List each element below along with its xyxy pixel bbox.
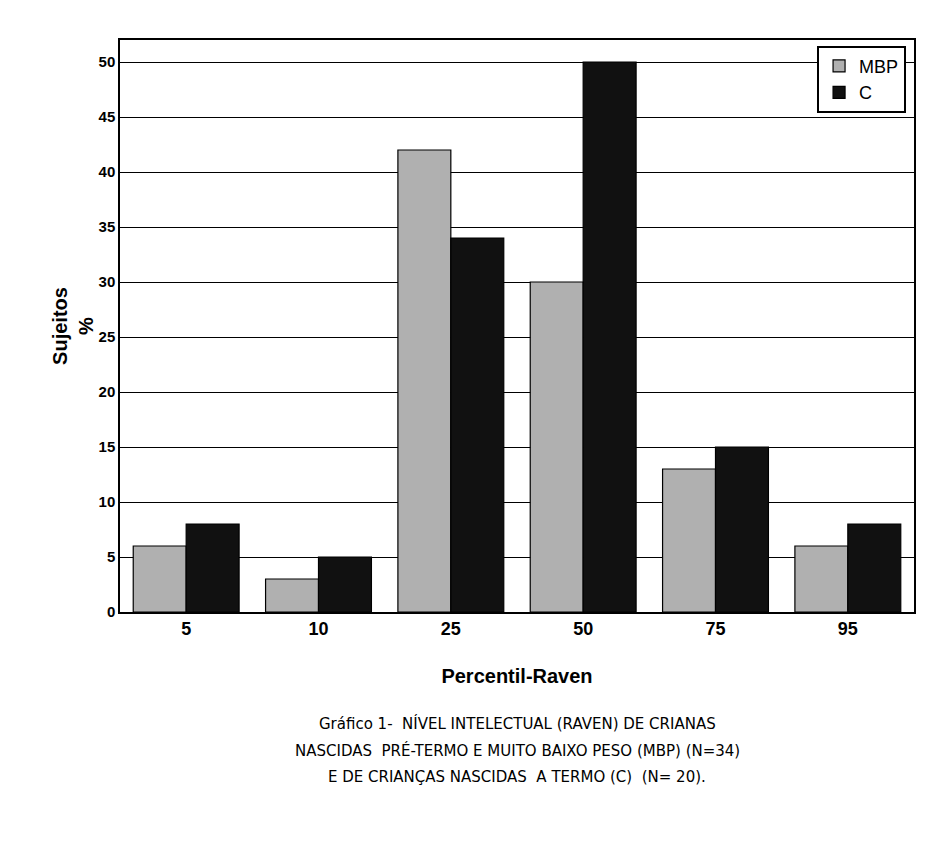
svg-text:25: 25 xyxy=(99,328,116,345)
svg-text:0: 0 xyxy=(107,603,115,620)
svg-text:10: 10 xyxy=(308,619,328,639)
svg-text:95: 95 xyxy=(838,619,858,639)
svg-text:50: 50 xyxy=(99,53,116,70)
svg-text:5: 5 xyxy=(107,548,115,565)
svg-text:20: 20 xyxy=(99,383,116,400)
svg-text:40: 40 xyxy=(99,163,116,180)
svg-text:45: 45 xyxy=(99,108,116,125)
svg-text:15: 15 xyxy=(99,438,116,455)
svg-text:NASCIDAS PRÉ-TERMO E MUITO BA: NASCIDAS PRÉ-TERMO E MUITO BAIXO PESO (M… xyxy=(295,741,740,760)
svg-text:25: 25 xyxy=(441,619,461,639)
svg-text:30: 30 xyxy=(99,273,116,290)
svg-text:Gráfico 1- NÍVEL INTELECTUAL: Gráfico 1- NÍVEL INTELECTUAL (RAVEN) DE … xyxy=(319,714,716,733)
svg-text:50: 50 xyxy=(573,619,593,639)
svg-text:MBP: MBP xyxy=(859,57,898,77)
svg-text:5: 5 xyxy=(181,619,191,639)
svg-text:Percentil-Raven: Percentil-Raven xyxy=(441,665,592,687)
svg-text:C: C xyxy=(859,83,872,103)
svg-text:E DE CRIANÇAS NASCIDAS A TERM: E DE CRIANÇAS NASCIDAS A TERMO (C) (N= 2… xyxy=(328,768,706,786)
svg-text:35: 35 xyxy=(99,218,116,235)
svg-text:10: 10 xyxy=(99,493,116,510)
svg-text:Sujeitos%: Sujeitos% xyxy=(49,287,97,365)
svg-text:75: 75 xyxy=(705,619,725,639)
